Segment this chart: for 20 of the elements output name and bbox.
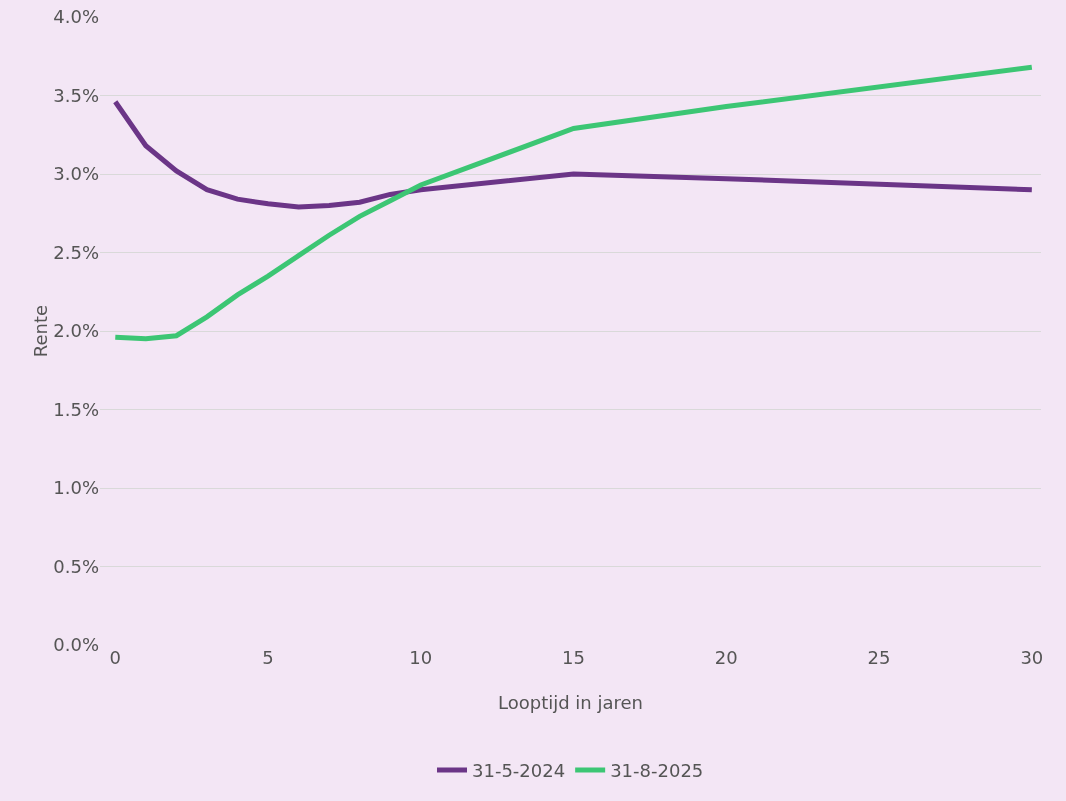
y-tick-label: 4.0%: [53, 6, 99, 28]
x-tick-label: 15: [562, 647, 586, 668]
x-tick-label: 5: [262, 647, 274, 668]
y-tick-label: 2.0%: [53, 320, 99, 342]
legend-label: 31-5-2024: [472, 759, 566, 781]
legend-label: 31-8-2025: [610, 759, 704, 781]
y-tick-label: 0.5%: [53, 555, 99, 577]
y-tick-label: 2.5%: [53, 241, 99, 263]
y-tick-label: 0.0%: [53, 634, 99, 656]
y-axis-title: Rente: [30, 304, 52, 358]
x-tick-label: 25: [867, 647, 891, 668]
x-axis-title: Looptijd in jaren: [497, 692, 644, 713]
x-tick-label: 20: [714, 647, 738, 668]
x-tick-label: 0: [109, 647, 122, 668]
x-tick-label: 30: [1020, 647, 1044, 668]
y-tick-label: 3.5%: [53, 84, 99, 106]
y-tick-label: 3.0%: [53, 163, 99, 185]
y-tick-label: 1.0%: [53, 477, 99, 499]
y-tick-label: 1.5%: [53, 398, 99, 420]
x-tick-label: 10: [409, 647, 433, 668]
